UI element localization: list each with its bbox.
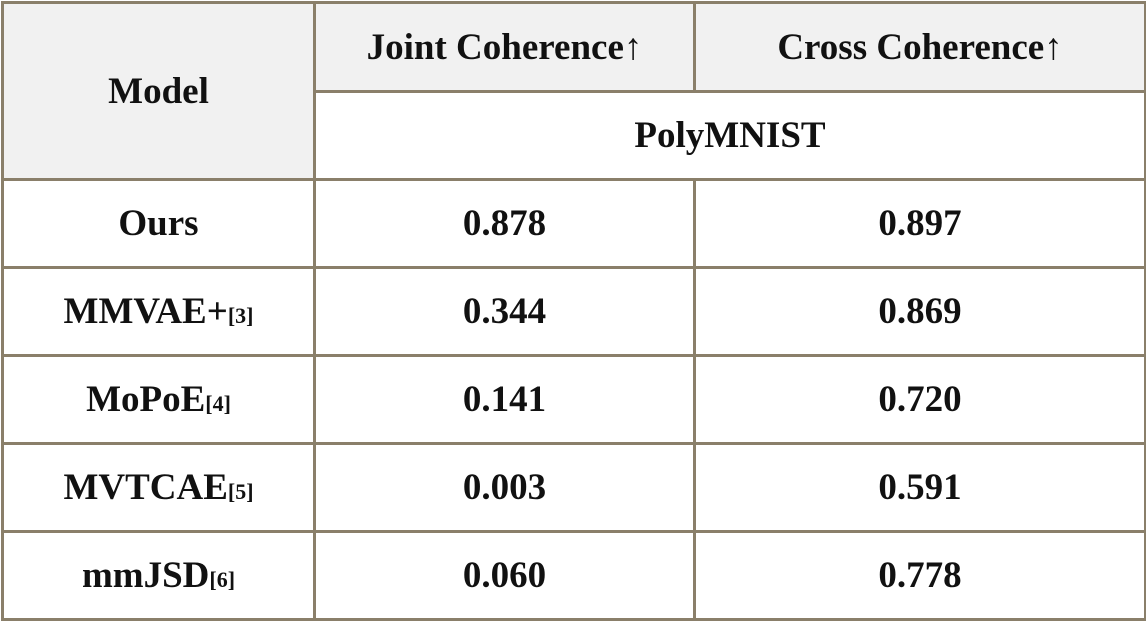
model-cell: Ours	[1, 178, 316, 269]
header-cell: Joint Coherence↑	[313, 1, 696, 93]
value-cell: 0.003	[313, 442, 696, 533]
value-cell: 0.878	[313, 178, 696, 269]
value-cell: 0.591	[693, 442, 1146, 533]
model-name: MMVAE+	[63, 291, 228, 332]
value-cell: 0.344	[313, 266, 696, 357]
value-cell: 0.869	[693, 266, 1146, 357]
citation: [4]	[205, 391, 231, 416]
model-cell: MVTCAE[5]	[1, 442, 316, 533]
citation: [6]	[209, 567, 236, 592]
header-row: PolyMNIST	[3, 90, 1146, 181]
value-cell: 0.897	[693, 178, 1146, 269]
value-cell: 0.141	[313, 354, 696, 445]
model-cell: MMVAE+[3]	[1, 266, 316, 357]
header-cell: Model	[1, 1, 316, 181]
value-cell: 0.060	[313, 530, 696, 621]
model-name: MoPoE	[86, 379, 206, 420]
table-row: mmJSD[6] 0.060 0.778	[1, 530, 1146, 621]
dataset-cell: PolyMNIST	[313, 90, 1146, 181]
header-row: Model Joint Coherence↑ Cross Coherence↑	[1, 1, 1146, 181]
model-name: MVTCAE	[63, 467, 228, 508]
model-name: mmJSD	[81, 555, 210, 596]
citation: [3]	[227, 303, 254, 328]
table-row: MoPoE[4] 0.141 0.720	[1, 354, 1146, 445]
model-name: Ours	[118, 203, 199, 244]
model-cell: mmJSD[6]	[1, 530, 316, 621]
header-cell: Cross Coherence↑	[693, 1, 1146, 93]
table-row: MVTCAE[5] 0.003 0.591	[1, 442, 1146, 533]
value-cell: 0.720	[693, 354, 1146, 445]
value-cell: 0.778	[693, 530, 1146, 621]
citation: [5]	[227, 479, 254, 504]
table-row: MMVAE+[3] 0.344 0.869	[1, 266, 1146, 357]
table-body: Ours 0.878 0.897 MMVAE+[3] 0.344 0.869 MoPoE[4…	[1, 178, 1146, 621]
model-cell: MoPoE[4]	[1, 354, 316, 445]
table-row: Ours 0.878 0.897	[1, 178, 1146, 269]
